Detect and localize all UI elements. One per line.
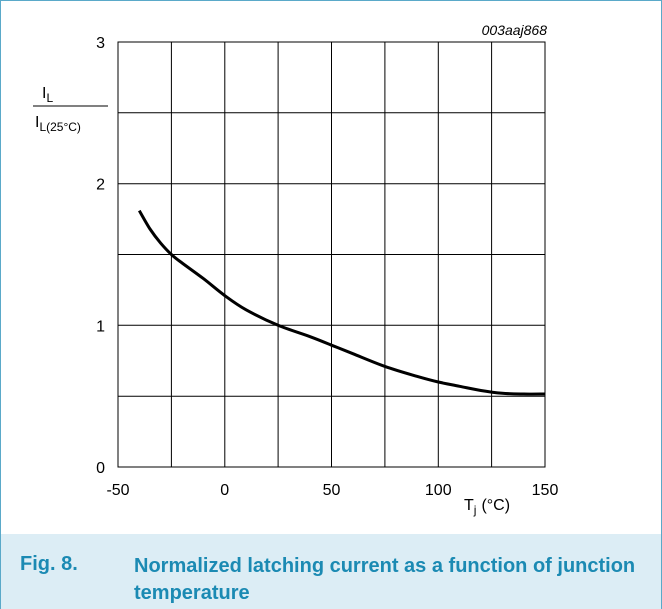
x-tick-label: 0 (220, 482, 229, 499)
y-tick-label: 3 (96, 35, 105, 52)
y-label-numerator: IL (42, 85, 53, 105)
x-tick-label: 50 (323, 482, 341, 499)
grid (117, 41, 546, 468)
y-axis-label: IL IL(25°C) (33, 85, 108, 134)
y-tick-label: 1 (96, 318, 105, 335)
y-tick-label: 0 (96, 460, 105, 477)
figure-code: 003aaj868 (482, 22, 548, 38)
figure-caption: Fig. 8. Normalized latching current as a… (1, 534, 661, 609)
caption-text: Normalized latching current as a functio… (134, 555, 636, 604)
series-layer (138, 209, 546, 396)
series-line (138, 209, 546, 396)
figure-panel: -50 0 50 100 150 0 1 2 3 003aaj868 IL IL(25°C) T… (2, 2, 661, 534)
y-tick-label: 2 (96, 177, 105, 194)
x-tick-label: 100 (425, 482, 452, 499)
y-label-denominator: IL(25°C) (35, 114, 81, 134)
caption-number: Fig. 8. (20, 553, 78, 575)
x-tick-label: -50 (106, 482, 129, 499)
x-tick-label: 150 (532, 482, 559, 499)
x-axis-label: Tj (°C) (464, 497, 510, 517)
plot-border (117, 41, 546, 468)
